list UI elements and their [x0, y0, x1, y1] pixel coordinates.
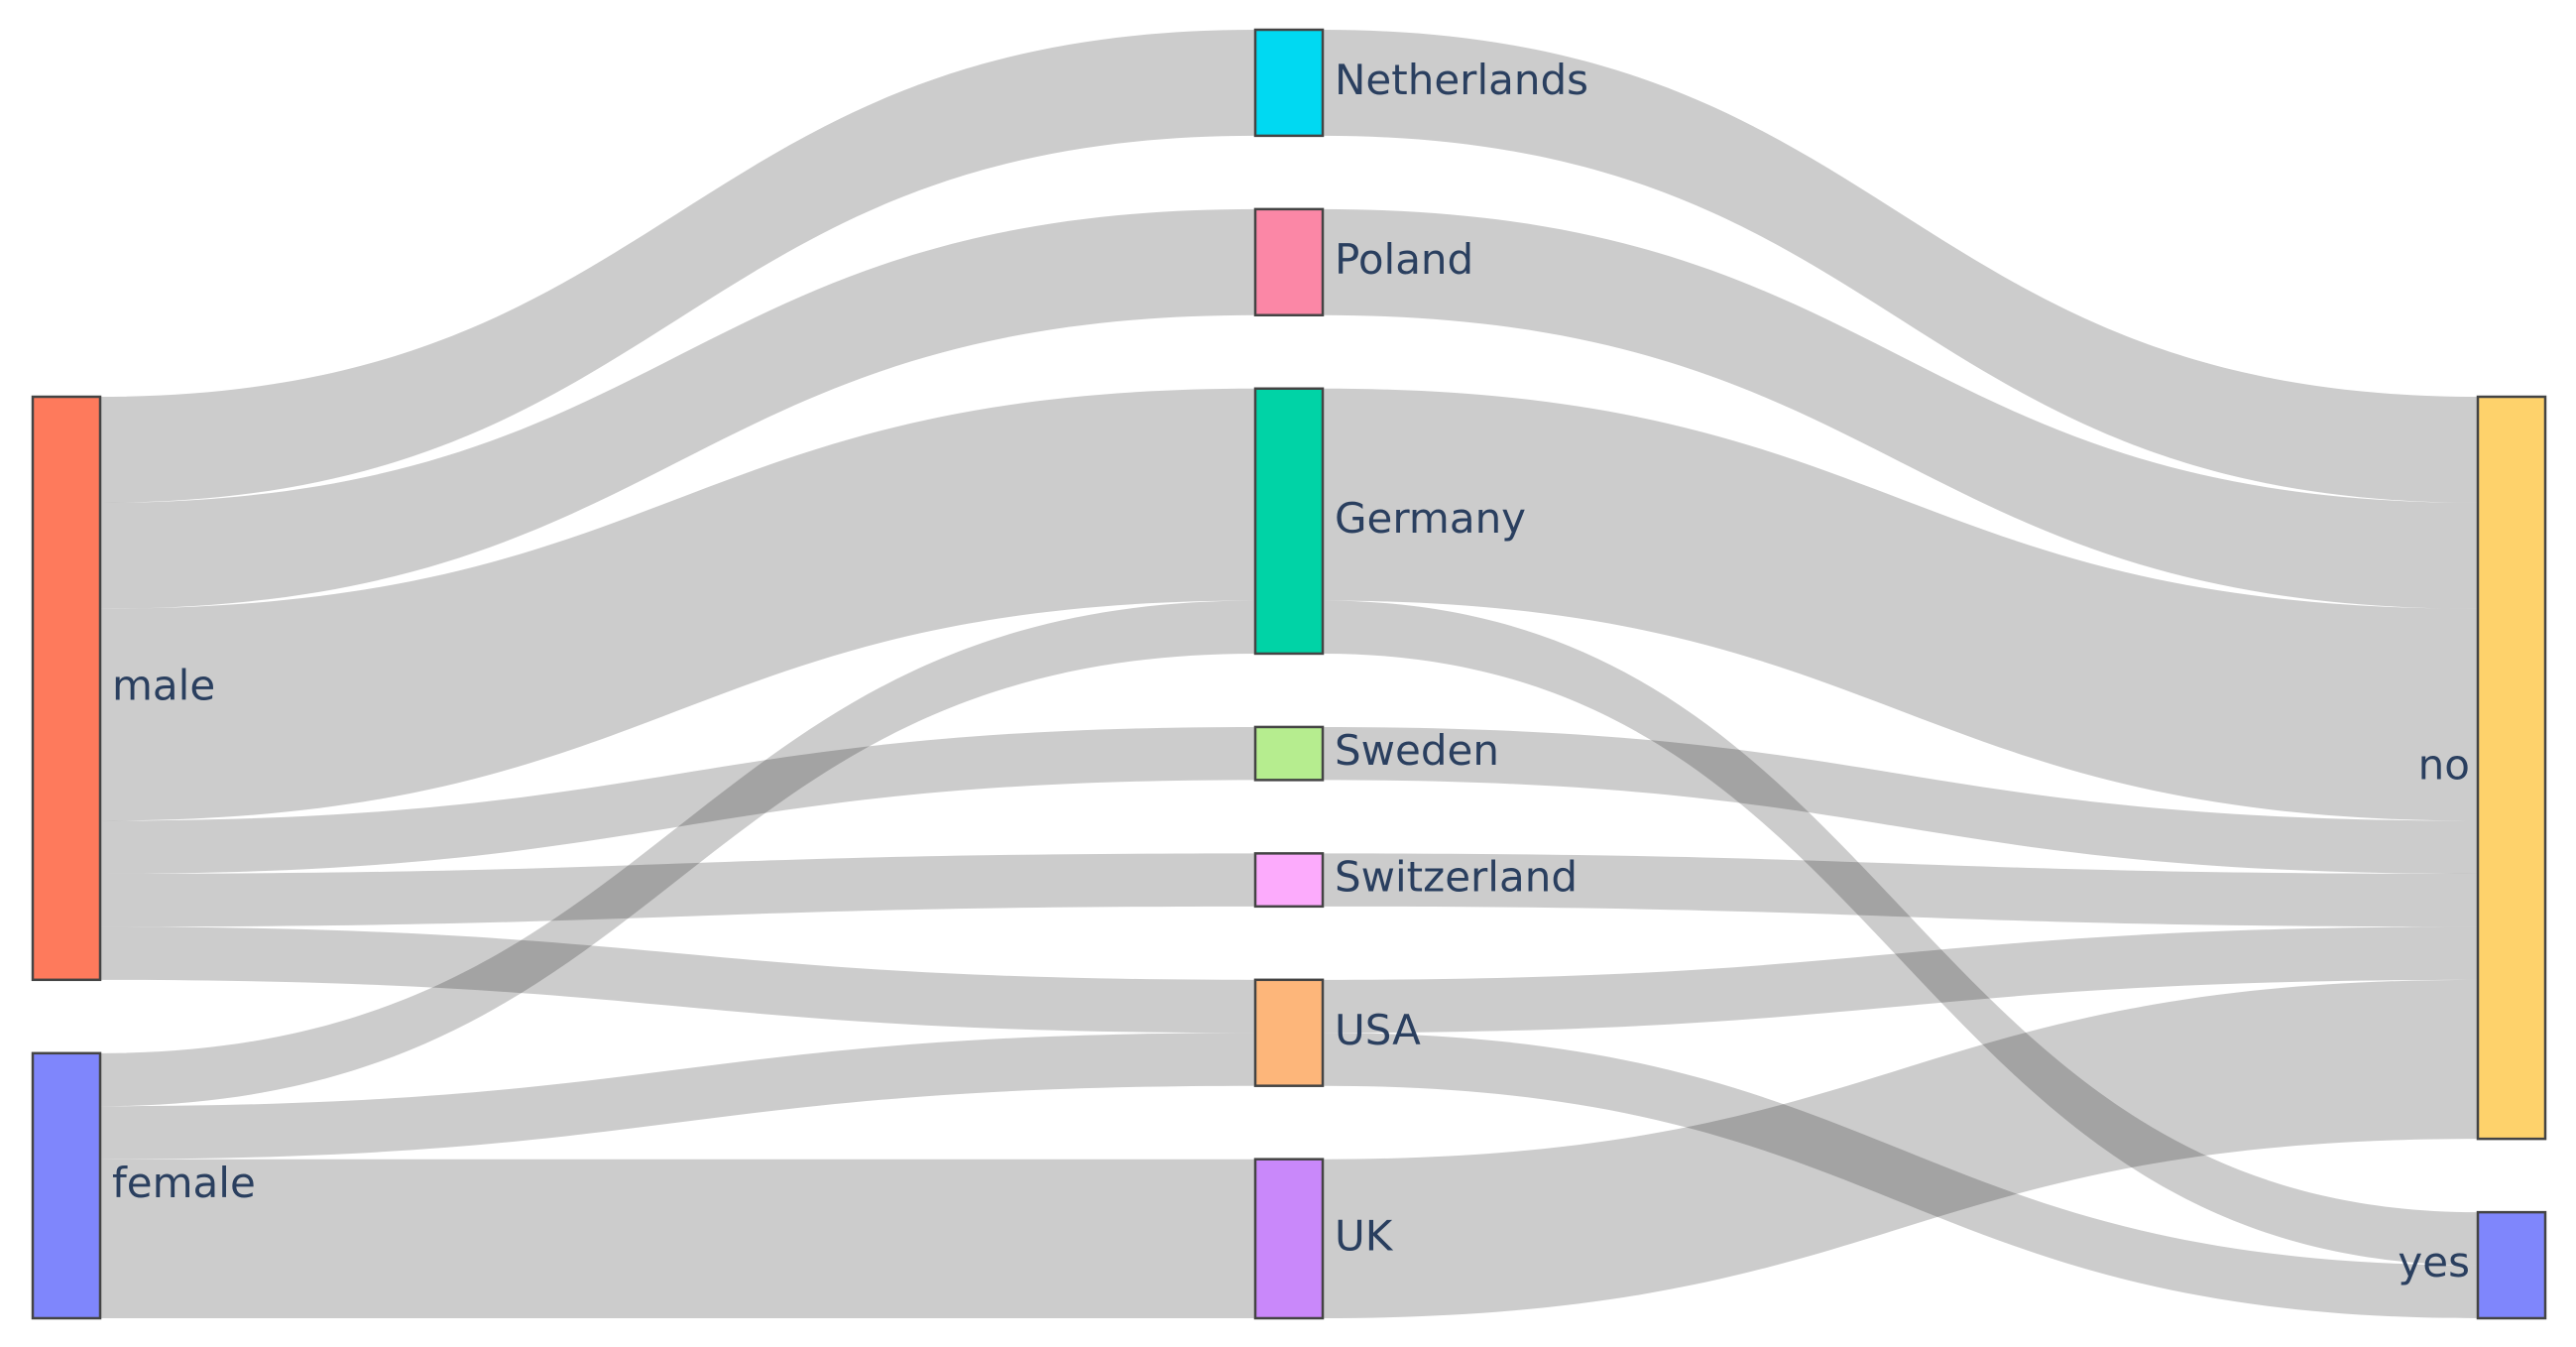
node-label: no: [2418, 741, 2470, 790]
link: [1323, 600, 2478, 1266]
link: [100, 388, 1255, 821]
link: [100, 1159, 1255, 1318]
node: [1253, 1158, 1325, 1320]
node-label: Poland: [1335, 235, 1473, 284]
node: [31, 395, 102, 982]
link: [1323, 30, 2478, 503]
link: [1323, 853, 2478, 927]
node: [1253, 207, 1325, 316]
node: [1253, 852, 1325, 909]
node-label: Germany: [1335, 494, 1526, 543]
link: [100, 1033, 1255, 1160]
links: [100, 30, 2478, 1318]
link: [1323, 208, 2478, 609]
node: [2476, 395, 2547, 1141]
node-label: Sweden: [1335, 726, 1499, 775]
node: [2476, 1210, 2547, 1320]
node: [1253, 387, 1325, 656]
node-label: female: [112, 1159, 256, 1207]
nodes: male female Netherlands Poland Germany Sweden…: [31, 28, 2547, 1320]
node: [1253, 725, 1325, 782]
node-label: Switzerland: [1335, 853, 1578, 902]
link: [100, 853, 1255, 927]
node: [1253, 28, 1325, 138]
link: [1323, 388, 2478, 821]
link: [100, 726, 1255, 874]
link: [100, 926, 1255, 1034]
node: [1253, 978, 1325, 1087]
node-label: Netherlands: [1335, 56, 1588, 104]
link: [100, 30, 1255, 503]
node: [31, 1051, 102, 1320]
link: [1323, 979, 2478, 1318]
link: [1323, 1033, 2478, 1318]
node-label: USA: [1335, 1006, 1421, 1054]
node-label: yes: [2398, 1238, 2470, 1286]
node-label: UK: [1335, 1211, 1394, 1260]
link: [100, 208, 1255, 609]
link: [1323, 926, 2478, 1034]
node-label: male: [112, 661, 215, 709]
link: [100, 600, 1255, 1107]
link: [1323, 726, 2478, 874]
